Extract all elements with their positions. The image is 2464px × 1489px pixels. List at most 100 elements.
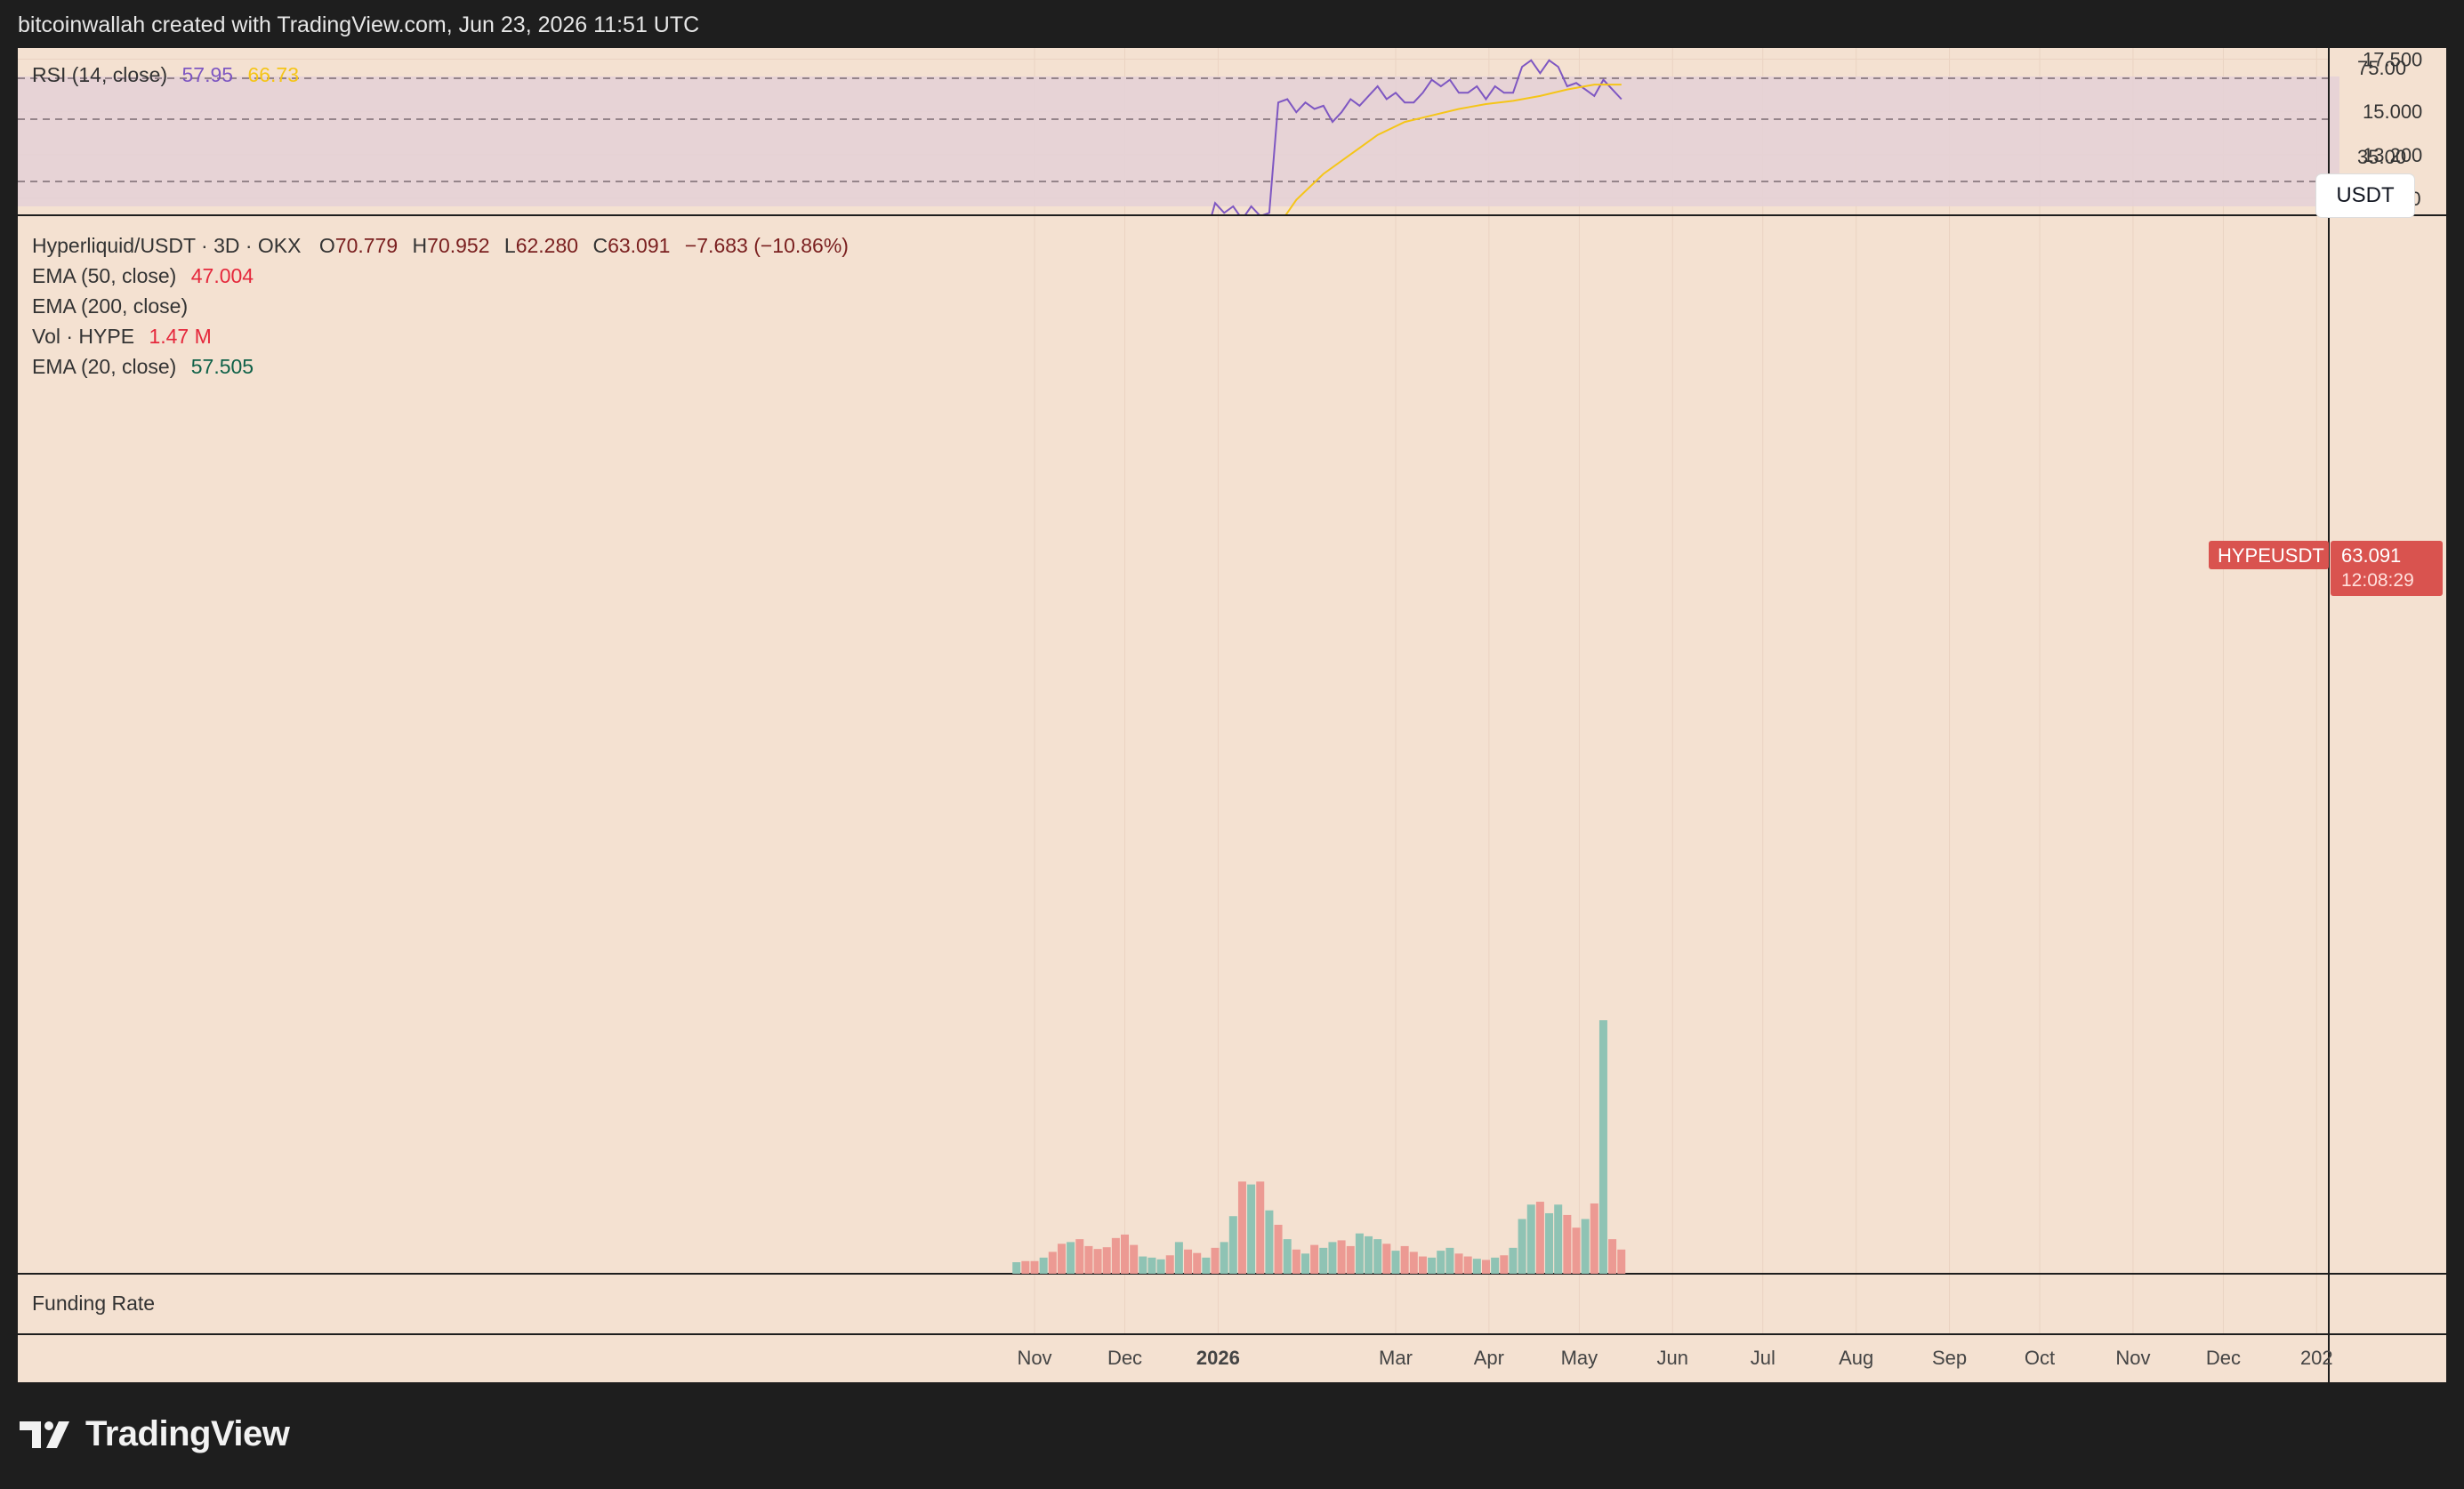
price-tag-symbol-bg (2209, 541, 2329, 569)
volume-bar-65 (1598, 1020, 1607, 1274)
time-axis-label-1: Dec (1107, 1347, 1142, 1369)
time-axis-label-6: Jun (1657, 1347, 1688, 1369)
funding-rate-title: Funding Rate (32, 1292, 155, 1315)
volume-bar-64 (1590, 1203, 1598, 1274)
ohlc-high-key: H (413, 234, 428, 257)
volume-bar-34 (1319, 1247, 1328, 1274)
volume-bar-48 (1445, 1247, 1454, 1274)
ema200-legend-name: EMA (200, close) (32, 294, 188, 318)
volume-bar-10 (1102, 1247, 1111, 1274)
volume-bar-5 (1057, 1244, 1066, 1274)
volume-bar-16 (1156, 1259, 1165, 1274)
volume-bar-17 (1165, 1255, 1174, 1274)
volume-bar-58 (1535, 1202, 1544, 1274)
volume-bar-50 (1463, 1256, 1472, 1274)
volume-bar-45 (1418, 1256, 1427, 1274)
ohlc-low: 62.280 (516, 234, 578, 257)
volume-bar-35 (1328, 1242, 1337, 1274)
volume-bar-21 (1202, 1257, 1211, 1274)
time-axis-label-12: Dec (2206, 1347, 2241, 1369)
volume-bar-42 (1391, 1251, 1400, 1274)
volume-bar-11 (1111, 1237, 1120, 1274)
ohlc-open: 70.779 (335, 234, 398, 257)
ohlc-low-key: L (504, 234, 516, 257)
time-axis-label-0: Nov (1017, 1347, 1051, 1369)
chart-background (18, 48, 2446, 1382)
volume-bar-41 (1382, 1244, 1391, 1274)
volume-bar-54 (1500, 1255, 1509, 1274)
volume-bar-14 (1139, 1256, 1147, 1274)
svg-text:EMA (200, close): EMA (200, close) (32, 294, 188, 318)
time-axis-label-8: Aug (1839, 1347, 1873, 1369)
chart-header: bitcoinwallah created with TradingView.c… (18, 12, 700, 37)
ema50-legend-value: 47.004 (191, 264, 254, 287)
price-tag: HYPEUSDT 63.091 12:08:29 (2209, 541, 2443, 596)
time-axis-label-3: Mar (1379, 1347, 1413, 1369)
volume-bar-63 (1581, 1219, 1590, 1274)
volume-bar-29 (1274, 1224, 1283, 1274)
volume-bar-0 (1012, 1262, 1021, 1274)
volume-bar-6 (1067, 1242, 1075, 1274)
ohlc-high: 70.952 (427, 234, 489, 257)
volume-legend-name: Vol · HYPE (32, 325, 134, 348)
rsi-band (18, 76, 2339, 206)
volume-bar-60 (1554, 1204, 1563, 1274)
time-axis-label-9: Sep (1932, 1347, 1967, 1369)
svg-text:Vol · HYPE 1.47 M: Vol · HYPE 1.47 M (32, 325, 212, 348)
price-tag-price: 63.091 (2341, 544, 2401, 567)
volume-bar-67 (1617, 1249, 1626, 1274)
rsi-series (1211, 59, 1623, 215)
svg-text:EMA (50, close) 47.004: EMA (50, close) 47.004 (32, 264, 254, 287)
rsi-line (1211, 59, 1623, 215)
volume-bar-9 (1093, 1249, 1102, 1274)
tradingview-logo-icon (20, 1421, 69, 1448)
volume-bar-1 (1021, 1260, 1030, 1274)
volume-bar-33 (1310, 1244, 1319, 1274)
volume-bar-13 (1130, 1244, 1139, 1274)
currency-selector[interactable]: USDT (2316, 174, 2414, 217)
volume-bar-28 (1265, 1210, 1274, 1274)
volume-bar-19 (1184, 1249, 1193, 1274)
volume-bar-20 (1193, 1252, 1202, 1274)
price-axis-label-14: 13.200 (2363, 144, 2422, 166)
ohlc-close-key: C (592, 234, 608, 257)
rsi-ma-line (1284, 84, 1622, 215)
svg-text:RSI (14, close) 57.95: RSI (14, close) 57.95 66.73 (32, 63, 299, 86)
time-axis-label-4: Apr (1474, 1347, 1504, 1369)
svg-text:EMA (20, close) 57.505: EMA (20, close) 57.505 (32, 355, 254, 378)
volume-bar-57 (1526, 1204, 1535, 1274)
volume-bar-55 (1509, 1247, 1518, 1274)
time-axis-label-13: 202 (2300, 1347, 2333, 1369)
volume-bar-37 (1346, 1245, 1355, 1274)
volume-bar-31 (1292, 1249, 1300, 1274)
price-tag-symbol: HYPEUSDT (2218, 544, 2324, 567)
tradingview-logo[interactable]: TradingView (20, 1414, 290, 1454)
price-change: −7.683 (−10.86%) (685, 234, 849, 257)
volume-bar-26 (1247, 1184, 1256, 1274)
ohlc-open-key: O (319, 234, 335, 257)
volume-bar-44 (1409, 1252, 1418, 1274)
volume-bar-66 (1608, 1239, 1617, 1274)
price-axis-label-13: 15.000 (2363, 101, 2422, 123)
volume-bar-3 (1039, 1257, 1048, 1274)
volume-bar-61 (1563, 1214, 1572, 1274)
volume-bar-8 (1084, 1245, 1093, 1274)
rsi-axis-label-0: 75.00 (2357, 57, 2406, 79)
volume-bar-46 (1428, 1257, 1437, 1274)
rsi-value: 57.95 (182, 63, 234, 86)
volume-bar-22 (1211, 1247, 1220, 1274)
time-axis-label-10: Oct (2025, 1347, 2055, 1369)
svg-text:Hyperliquid/USDT · 3D · OKX: Hyperliquid/USDT · 3D · OKX O70.779 H70.… (32, 234, 849, 257)
volume-bar-18 (1174, 1242, 1183, 1274)
ema50-legend-name: EMA (50, close) (32, 264, 176, 287)
volume-bar-25 (1237, 1181, 1246, 1274)
volume-bar-38 (1355, 1233, 1364, 1274)
time-axis: Nov Dec 2026 Mar Apr May Jun Jul Aug Sep Oct Nov Dec… (1017, 1347, 2332, 1369)
volume-bar-56 (1518, 1219, 1526, 1274)
rsi-axis-label-1: 35.00 (2357, 146, 2406, 168)
volume-bar-23 (1220, 1242, 1228, 1274)
volume-bar-49 (1454, 1253, 1463, 1274)
volume-bar-15 (1147, 1257, 1156, 1274)
